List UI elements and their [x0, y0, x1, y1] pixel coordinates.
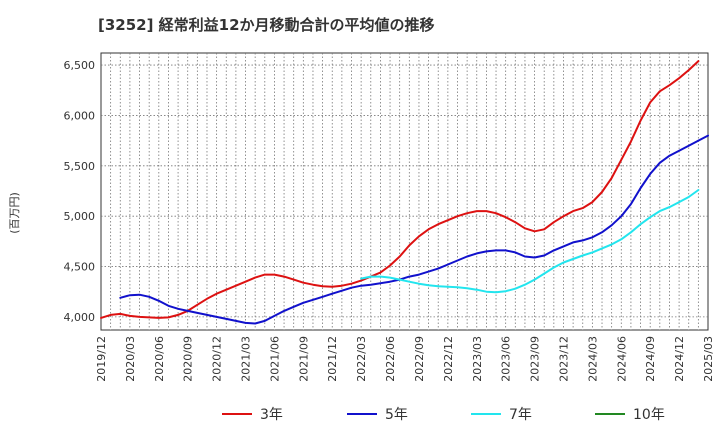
y-tick-label: 6,000 [64, 109, 96, 122]
x-tick-label: 2020/09 [182, 336, 195, 382]
y-tick-label: 4,000 [64, 311, 96, 324]
x-tick-label: 2022/03 [355, 336, 368, 382]
series-line-3 [360, 189, 700, 294]
x-tick-label: 2020/06 [153, 336, 166, 382]
x-tick-label: 2022/06 [384, 336, 397, 382]
y-tick-label: 4,500 [64, 261, 96, 274]
legend: 3年 5年 7年 10年 [222, 407, 665, 423]
x-tick-label: 2024/09 [644, 336, 657, 382]
y-tick-label: 5,000 [64, 210, 96, 223]
x-tick-label: 2019/12 [95, 336, 108, 382]
x-tick-label: 2023/03 [471, 336, 484, 382]
series-line-1 [100, 60, 700, 319]
x-tick-label: 2023/06 [500, 336, 513, 382]
x-tick-label: 2022/12 [442, 336, 455, 382]
x-tick-label: 2021/12 [326, 336, 339, 382]
y-axis-ticks: 4,000 4,500 5,000 5,500 6,000 6,500 [64, 59, 96, 324]
x-axis-ticks: 2019/12 2020/03 2020/06 2020/09 2020/12 2021/… [95, 336, 715, 382]
legend-label: 3年 [260, 407, 283, 423]
chart-title: [3252] 経常利益12か月移動合計の平均値の推移 [98, 16, 435, 34]
legend-label: 5年 [385, 407, 408, 423]
x-tick-label: 2023/12 [557, 336, 570, 382]
x-tick-label: 2020/03 [124, 336, 137, 382]
x-tick-label: 2021/09 [297, 336, 310, 382]
x-tick-label: 2021/03 [240, 336, 253, 382]
y-tick-label: 6,500 [64, 59, 96, 72]
x-tick-label: 2021/06 [268, 336, 281, 382]
y-axis-label: (百万円) [8, 192, 21, 234]
x-tick-label: 2024/03 [586, 336, 599, 382]
x-tick-label: 2020/12 [211, 336, 224, 382]
series-line-2 [119, 134, 709, 325]
plot-area [100, 52, 709, 331]
legend-label: 10年 [633, 407, 665, 423]
x-tick-label: 2024/12 [673, 336, 686, 382]
legend-label: 7年 [509, 407, 532, 423]
x-tick-label: 2025/03 [702, 336, 715, 382]
grid [101, 53, 708, 330]
y-tick-label: 5,500 [64, 160, 96, 173]
x-tick-label: 2022/09 [413, 336, 426, 382]
series-lines [100, 60, 709, 325]
x-tick-label: 2024/06 [615, 336, 628, 382]
x-tick-label: 2023/09 [529, 336, 542, 382]
